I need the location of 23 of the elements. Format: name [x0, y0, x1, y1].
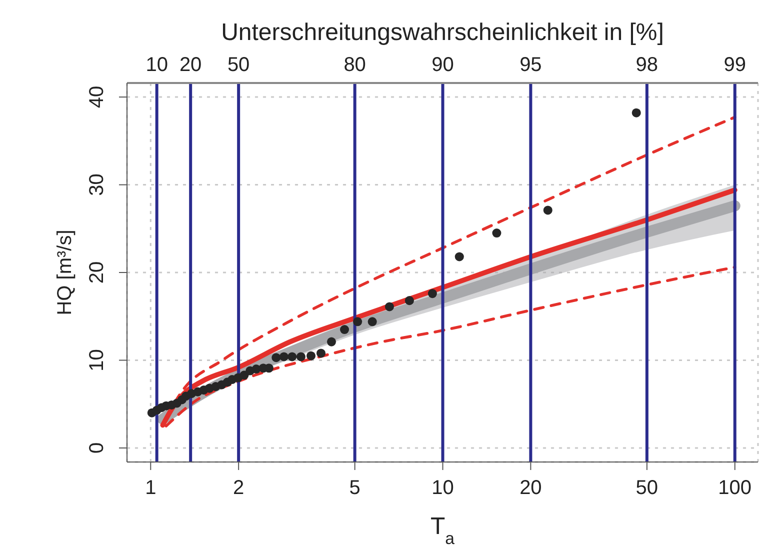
- text: 10: [146, 54, 168, 76]
- y-tick-label: 30: [86, 174, 108, 196]
- x-tick-label: 2: [233, 477, 244, 499]
- x-tick-label: 50: [636, 477, 658, 499]
- text: 98: [636, 54, 658, 76]
- y-tick-label: 0: [86, 442, 108, 454]
- text: 20: [179, 54, 202, 76]
- text: 50: [227, 54, 250, 76]
- y-tick-label: 40: [86, 86, 108, 108]
- x-tick-label: 10: [432, 477, 454, 499]
- x-axis-title: T$_{a}$: [430, 513, 456, 548]
- y-tick-label: 20: [86, 261, 108, 284]
- x-tick-label: 20: [520, 477, 542, 499]
- text: 99: [724, 54, 746, 76]
- chart-title: Unterschreitungswahrscheinlichkeit in [%]: [221, 19, 664, 46]
- x-tick-label: 5: [349, 477, 360, 499]
- text: 80: [344, 54, 366, 76]
- text: 90: [432, 54, 454, 76]
- x-tick-label: 100: [718, 477, 752, 499]
- y-axis-title: HQ [m³/s]: [54, 230, 76, 316]
- text: 95: [520, 54, 542, 76]
- x-tick-label: 1: [145, 477, 156, 499]
- y-tick-label: 10: [86, 349, 108, 372]
